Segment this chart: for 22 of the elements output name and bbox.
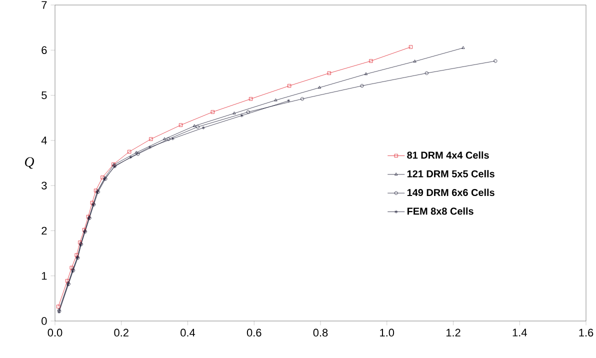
legend-label: FEM 8x8 Cells: [407, 207, 474, 215]
x-tick-label: 0.6: [246, 328, 262, 337]
y-tick-label: 0: [42, 317, 47, 325]
y-tick-label: 5: [42, 91, 47, 100]
y-axis-title: Q: [24, 157, 34, 169]
x-tick-label: 1.4: [512, 328, 527, 336]
x-tick-label: 0.0: [48, 328, 62, 337]
y-tick-label: 2: [42, 226, 47, 235]
y-tick-label: 1: [42, 272, 47, 280]
x-tick-label: 1.0: [380, 328, 394, 337]
y-tick-label: 4: [41, 136, 47, 144]
legend-label: 149 DRM 6x6 Cells: [407, 188, 494, 196]
y-tick-label: 6: [42, 46, 47, 54]
legend-label: 121 DRM 5x5 Cells: [407, 170, 494, 178]
y-tick-label: 3: [42, 182, 47, 190]
x-tick-label: 0.8: [313, 328, 328, 337]
legend-label: 81 DRM 4x4 Cells: [407, 151, 489, 159]
x-tick-label: 1.6: [579, 328, 594, 337]
y-tick-label: 7: [42, 1, 47, 9]
x-tick-label: 0.4: [180, 328, 196, 337]
x-tick-label: 1.2: [446, 328, 460, 336]
x-tick-label: 0.2: [114, 328, 128, 337]
